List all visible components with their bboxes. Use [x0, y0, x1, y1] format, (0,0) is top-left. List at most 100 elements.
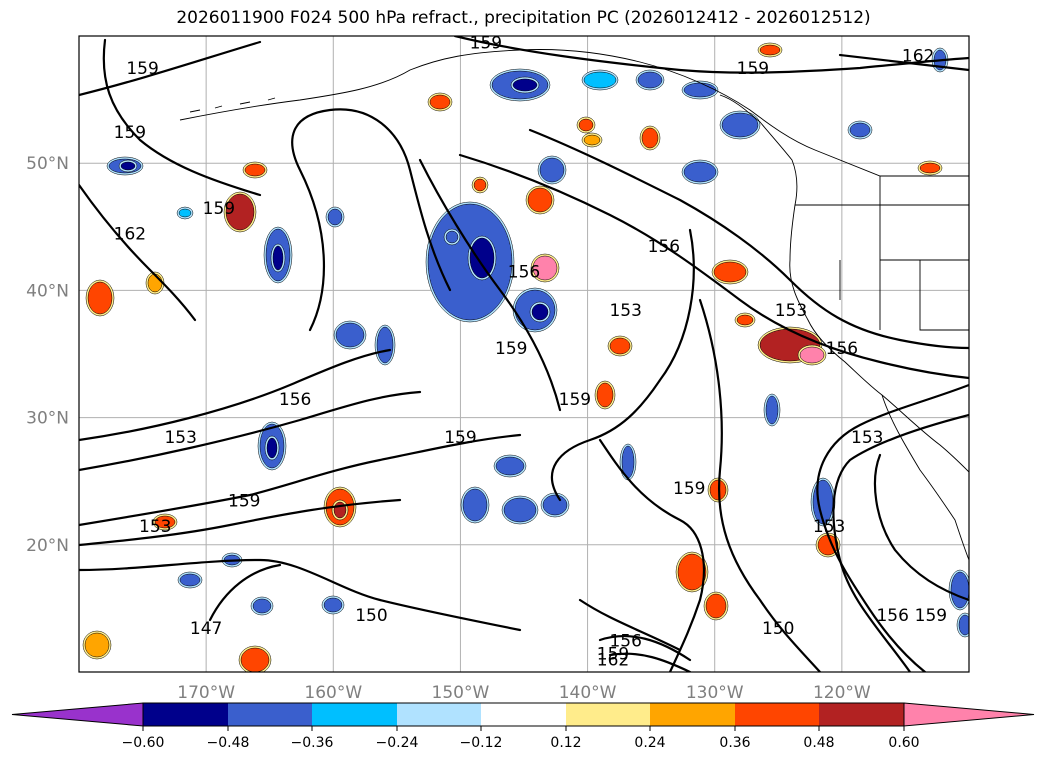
latitude-axis: 20°N 30°N 40°N 50°N: [26, 154, 69, 556]
contour-153-diag: [528, 128, 969, 350]
contour-156-se: [873, 453, 969, 602]
contour-label: 153: [609, 301, 641, 321]
precip-cell: [531, 303, 549, 321]
precip-cell: [495, 456, 525, 476]
contour-label: 153: [851, 428, 883, 448]
contour-153-south: [79, 390, 422, 472]
lat-tick-label: 40°N: [26, 281, 69, 301]
colorbar-tick-label: −0.36: [291, 735, 334, 751]
colorbar-tick-label: −0.60: [122, 735, 165, 751]
colorbar-segment: [650, 703, 735, 726]
colorbar-segment: [312, 703, 397, 726]
contour-label: 159: [444, 428, 476, 448]
lat-tick-label: 30°N: [26, 409, 69, 429]
precip-cell: [376, 326, 394, 364]
precip-cell: [765, 395, 779, 425]
precip-cell: [705, 593, 727, 619]
contour-label: 159: [737, 59, 769, 79]
precip-cell: [950, 571, 969, 609]
colorbar-tick-label: −0.12: [460, 735, 503, 751]
colorbar-segment: [228, 703, 312, 726]
colorbar-tick-label: −0.24: [376, 735, 419, 751]
lon-tick-label: 130°W: [686, 683, 744, 703]
contour-label: 153: [775, 301, 807, 321]
precip-cell: [179, 573, 201, 587]
contour-153-se: [816, 383, 969, 672]
contour-159-central-trough: [291, 108, 452, 332]
colorbar-segment: [481, 703, 566, 726]
precip-cell: [721, 112, 759, 138]
contour-147: [208, 563, 282, 622]
coastlines: [179, 49, 969, 561]
contour-label: 159: [559, 390, 591, 410]
refractivity-contours: [79, 36, 969, 672]
precip-cell: [178, 208, 192, 218]
contour-156-east: [698, 298, 822, 672]
precip-cell: [532, 255, 558, 281]
precip-cell: [445, 230, 459, 244]
contour-150-se: [832, 413, 969, 672]
colorbar-frame: [142, 702, 905, 727]
contour-label: 156: [508, 263, 540, 283]
colorbar-tick-label: 0.12: [550, 735, 581, 751]
contour-label: 156: [279, 390, 311, 410]
colorbar-tick-label: 0.60: [888, 735, 919, 751]
colorbar-segment: [397, 703, 481, 726]
precip-cell: [335, 322, 365, 348]
precip-cell: [578, 118, 594, 132]
precip-cell: [539, 157, 565, 183]
contour-label: 159: [470, 34, 502, 54]
colorbar-tick-label: 0.48: [803, 735, 834, 751]
contour-label: 159: [114, 123, 146, 143]
precip-cell: [473, 178, 487, 192]
alaska-coast: [179, 49, 969, 177]
colorbar-extend-low: [11, 702, 144, 727]
contour-label: 156: [609, 632, 641, 652]
precip-cell: [87, 281, 113, 315]
precip-cell: [713, 261, 747, 283]
precip-cell: [759, 44, 781, 56]
contour-label: 159: [203, 199, 235, 219]
contour-label: 147: [190, 619, 222, 639]
contour-label: 159: [126, 59, 158, 79]
precip-cell: [323, 597, 343, 613]
colorbar: −0.60 −0.48 −0.36 −0.24 −0.12 0.12 0.24 0.36 0.4…: [11, 702, 1035, 751]
lat-tick-label: 20°N: [26, 536, 69, 556]
precip-cell: [429, 94, 451, 110]
contour-156-diag: [458, 153, 969, 380]
contour-153-loop: [550, 228, 695, 502]
contour-label: 159: [228, 492, 260, 512]
contour-label: 156: [876, 606, 908, 626]
precip-cell: [252, 598, 272, 614]
colorbar-segment: [143, 703, 228, 726]
contour-label: 156: [648, 237, 680, 257]
colorbar-tick-label: 0.36: [719, 735, 750, 751]
precip-cell: [120, 161, 136, 171]
lon-tick-label: 120°W: [813, 683, 871, 703]
precipitation-layer: [82, 42, 969, 672]
lon-tick-label: 160°W: [304, 683, 362, 703]
bc-coast: [719, 94, 798, 261]
precip-cell: [919, 162, 941, 174]
us-state-borders: [795, 176, 969, 331]
contour-label: 153: [813, 517, 845, 537]
us-west-coast: [789, 259, 969, 473]
lon-tick-label: 170°W: [177, 683, 235, 703]
contour-label: 150: [355, 606, 387, 626]
colorbar-extend-high: [903, 702, 1035, 727]
precip-cell: [596, 382, 614, 408]
contour-162-west: [79, 183, 197, 322]
contour-label: 159: [915, 606, 947, 626]
precip-cell: [527, 187, 553, 213]
contour-153-southwest: [79, 498, 402, 547]
precip-cell: [225, 193, 255, 231]
contour-label: 162: [114, 225, 146, 245]
precip-cell: [641, 127, 659, 149]
precip-cell: [799, 346, 825, 364]
colorbar-segment: [566, 703, 650, 726]
precip-cell: [462, 488, 488, 522]
precip-cell: [327, 208, 343, 226]
colorbar-tick-label: −0.48: [207, 735, 250, 751]
